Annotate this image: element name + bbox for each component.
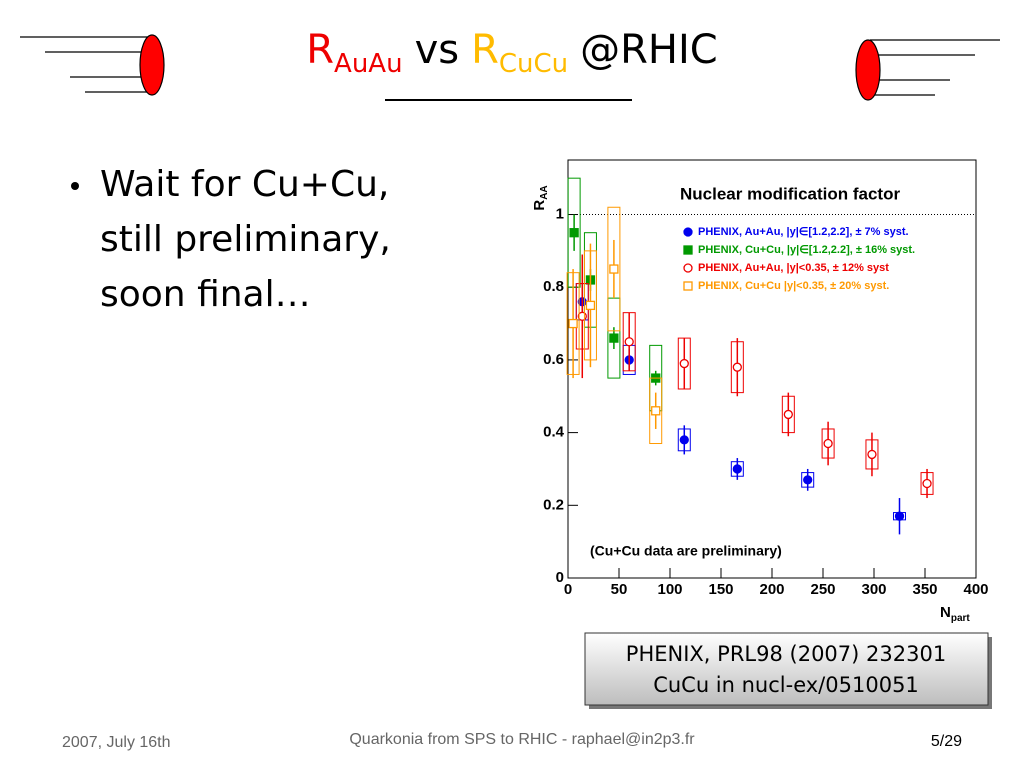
title-part: vs (415, 27, 460, 73)
point (609, 264, 619, 274)
y-tick-label: 0.4 (543, 424, 565, 441)
y-axis-label: RAA (531, 185, 550, 210)
point (569, 228, 579, 238)
x-label-main: N (940, 604, 951, 621)
syst-box (567, 177, 581, 288)
legend-marker (683, 263, 693, 273)
title-part: R (306, 27, 334, 73)
point (624, 337, 634, 347)
x-tick-label: 0 (564, 581, 572, 598)
ref-line: CuCu in nucl-ex/0510051 (653, 673, 919, 697)
point (732, 362, 742, 372)
comet-left (20, 34, 165, 96)
point (679, 435, 689, 445)
y-label-main: R (531, 200, 548, 211)
point (651, 406, 661, 416)
footer-page: 5/29 (931, 733, 962, 750)
slide-title: RAuAu vs RCuCu @RHIC (306, 27, 718, 79)
x-label-sub: part (951, 613, 971, 624)
legend-marker (683, 245, 693, 255)
point (585, 300, 596, 311)
point (568, 318, 578, 329)
annotation: (Cu+Cu data are preliminary) (590, 543, 782, 559)
y-tick-label: 0 (556, 569, 564, 586)
y-tick-label: 0.2 (543, 496, 564, 513)
footer-center: Quarkonia from SPS to RHIC - raphael@in2… (349, 731, 695, 748)
bullet-line: Wait for Cu+Cu, (100, 164, 389, 205)
comet-right (855, 39, 1000, 101)
legend-label: PHENIX, Au+Au, |y|<0.35, ± 12% syst (698, 262, 889, 274)
bullet-line: still preliminary, (100, 219, 391, 260)
legend-marker (683, 281, 693, 291)
bullet: Wait for Cu+Cu, still preliminary, soon … (100, 164, 391, 315)
title-part: R (471, 27, 499, 73)
y-tick-label: 0.6 (543, 351, 564, 368)
x-tick-label: 50 (611, 581, 628, 598)
ref-line: PHENIX, PRL98 (2007) 232301 (626, 642, 946, 666)
title-part: @RHIC (580, 27, 718, 73)
title-sub: AuAu (334, 49, 403, 79)
x-tick-label: 400 (963, 581, 988, 598)
point (732, 464, 742, 474)
syst-box (607, 206, 621, 332)
x-tick-label: 150 (708, 581, 733, 598)
plot: 0 50 100 150 200 250 300 350 400 0 0.2 0.4 0.6 0.8 1 Nu… (531, 177, 989, 624)
x-tick-label: 100 (657, 581, 682, 598)
point (922, 478, 932, 489)
y-label-sub: AA (539, 185, 550, 199)
syst-box (649, 377, 663, 445)
point (894, 511, 905, 521)
point (867, 449, 877, 460)
legend-label: PHENIX, Au+Au, |y|∈[1.2,2.2], ± 7% syst. (698, 226, 909, 238)
point (679, 358, 689, 369)
point (609, 333, 619, 343)
x-tick-label: 300 (861, 581, 886, 598)
y-tick-label: 0.8 (543, 278, 564, 295)
footer-date: 2007, July 16th (62, 734, 171, 751)
point (823, 438, 833, 449)
point (783, 409, 793, 420)
bullet-dot (71, 182, 79, 190)
x-tick-label: 250 (810, 581, 835, 598)
chart-title: Nuclear modification factor (680, 184, 900, 203)
point (803, 475, 813, 485)
plot-frame (567, 159, 977, 579)
x-tick-label: 350 (912, 581, 937, 598)
bullet-line: soon final… (100, 274, 311, 315)
x-tick-label: 200 (759, 581, 784, 598)
title-sub: CuCu (499, 49, 568, 79)
legend-label: PHENIX, Cu+Cu, |y|∈[1.2,2.2], ± 16% syst… (698, 244, 915, 256)
legend-marker (683, 227, 693, 237)
ref-box (584, 632, 989, 706)
x-axis-label: Npart (940, 604, 970, 624)
y-tick-label: 1 (556, 205, 564, 222)
legend-label: PHENIX, Cu+Cu |y|<0.35, ± 20% syst. (698, 280, 889, 292)
